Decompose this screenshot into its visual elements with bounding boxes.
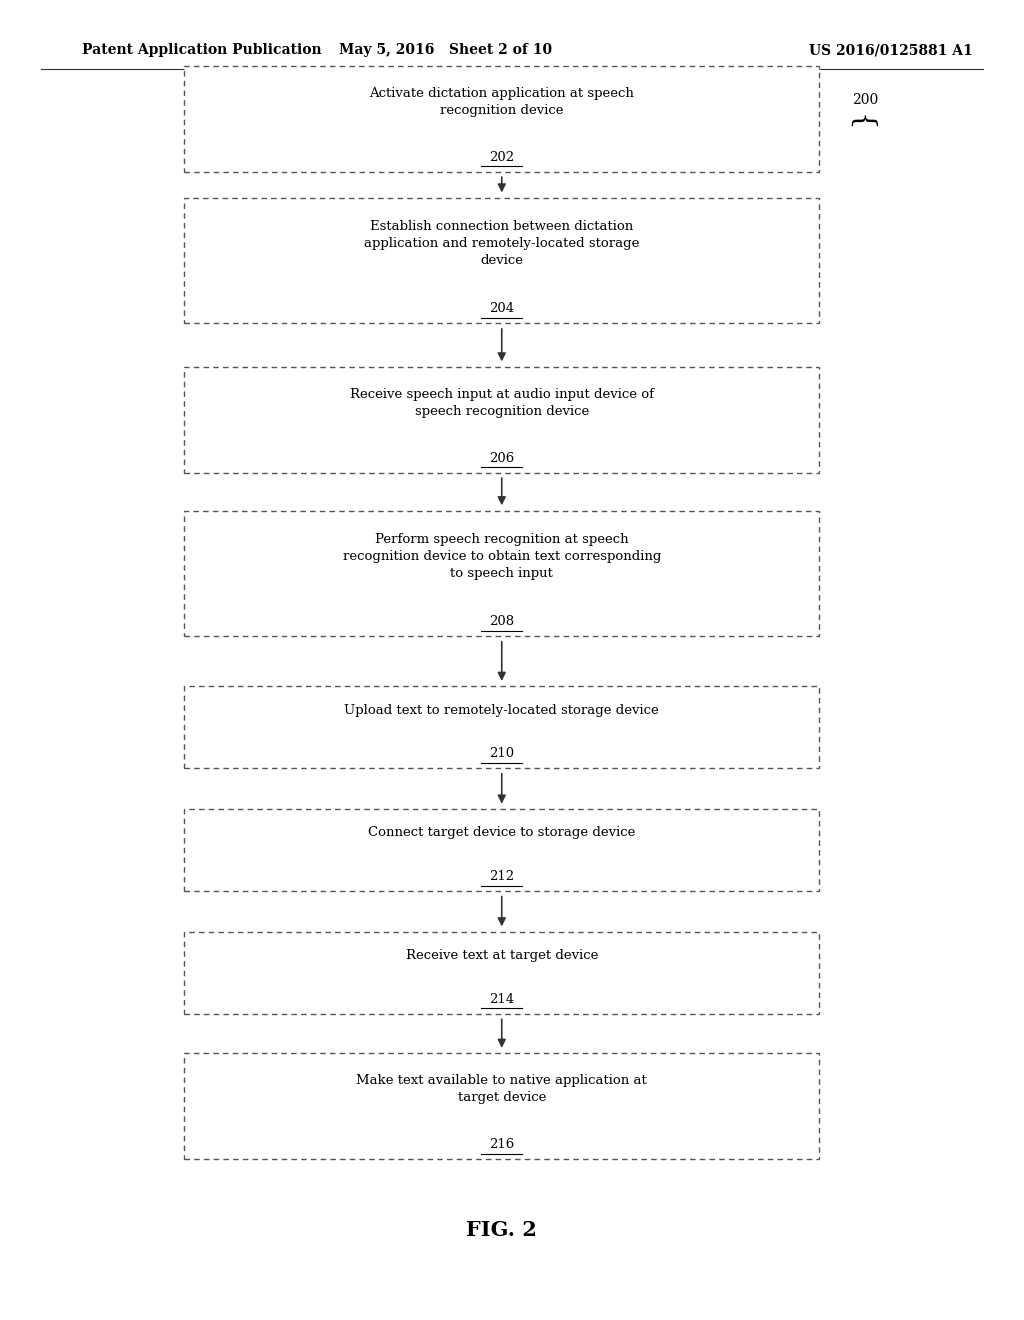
Bar bbox=[184, 686, 819, 768]
Text: 216: 216 bbox=[489, 1138, 514, 1151]
Bar bbox=[184, 66, 819, 172]
Text: 200: 200 bbox=[852, 94, 879, 107]
Text: Activate dictation application at speech
recognition device: Activate dictation application at speech… bbox=[370, 87, 634, 116]
Text: May 5, 2016   Sheet 2 of 10: May 5, 2016 Sheet 2 of 10 bbox=[339, 44, 552, 57]
Text: 202: 202 bbox=[489, 150, 514, 164]
Text: 204: 204 bbox=[489, 302, 514, 315]
Text: Connect target device to storage device: Connect target device to storage device bbox=[368, 826, 636, 840]
Bar bbox=[184, 932, 819, 1014]
Text: FIG. 2: FIG. 2 bbox=[466, 1220, 538, 1241]
Text: Receive text at target device: Receive text at target device bbox=[406, 949, 598, 962]
Text: Make text available to native application at
target device: Make text available to native applicatio… bbox=[356, 1074, 647, 1104]
Text: US 2016/0125881 A1: US 2016/0125881 A1 bbox=[809, 44, 973, 57]
Bar bbox=[184, 1053, 819, 1159]
Text: 214: 214 bbox=[489, 993, 514, 1006]
Bar bbox=[184, 198, 819, 323]
Text: 208: 208 bbox=[489, 615, 514, 628]
Text: 210: 210 bbox=[489, 747, 514, 760]
Text: Patent Application Publication: Patent Application Publication bbox=[82, 44, 322, 57]
Text: Establish connection between dictation
application and remotely-located storage
: Establish connection between dictation a… bbox=[365, 220, 639, 267]
Text: Perform speech recognition at speech
recognition device to obtain text correspon: Perform speech recognition at speech rec… bbox=[343, 533, 660, 579]
Text: 212: 212 bbox=[489, 870, 514, 883]
Text: Receive speech input at audio input device of
speech recognition device: Receive speech input at audio input devi… bbox=[350, 388, 653, 417]
Bar bbox=[184, 511, 819, 636]
Bar bbox=[184, 367, 819, 473]
Text: 206: 206 bbox=[489, 451, 514, 465]
Bar bbox=[184, 809, 819, 891]
Text: {: { bbox=[847, 114, 873, 132]
Text: Upload text to remotely-located storage device: Upload text to remotely-located storage … bbox=[344, 704, 659, 717]
